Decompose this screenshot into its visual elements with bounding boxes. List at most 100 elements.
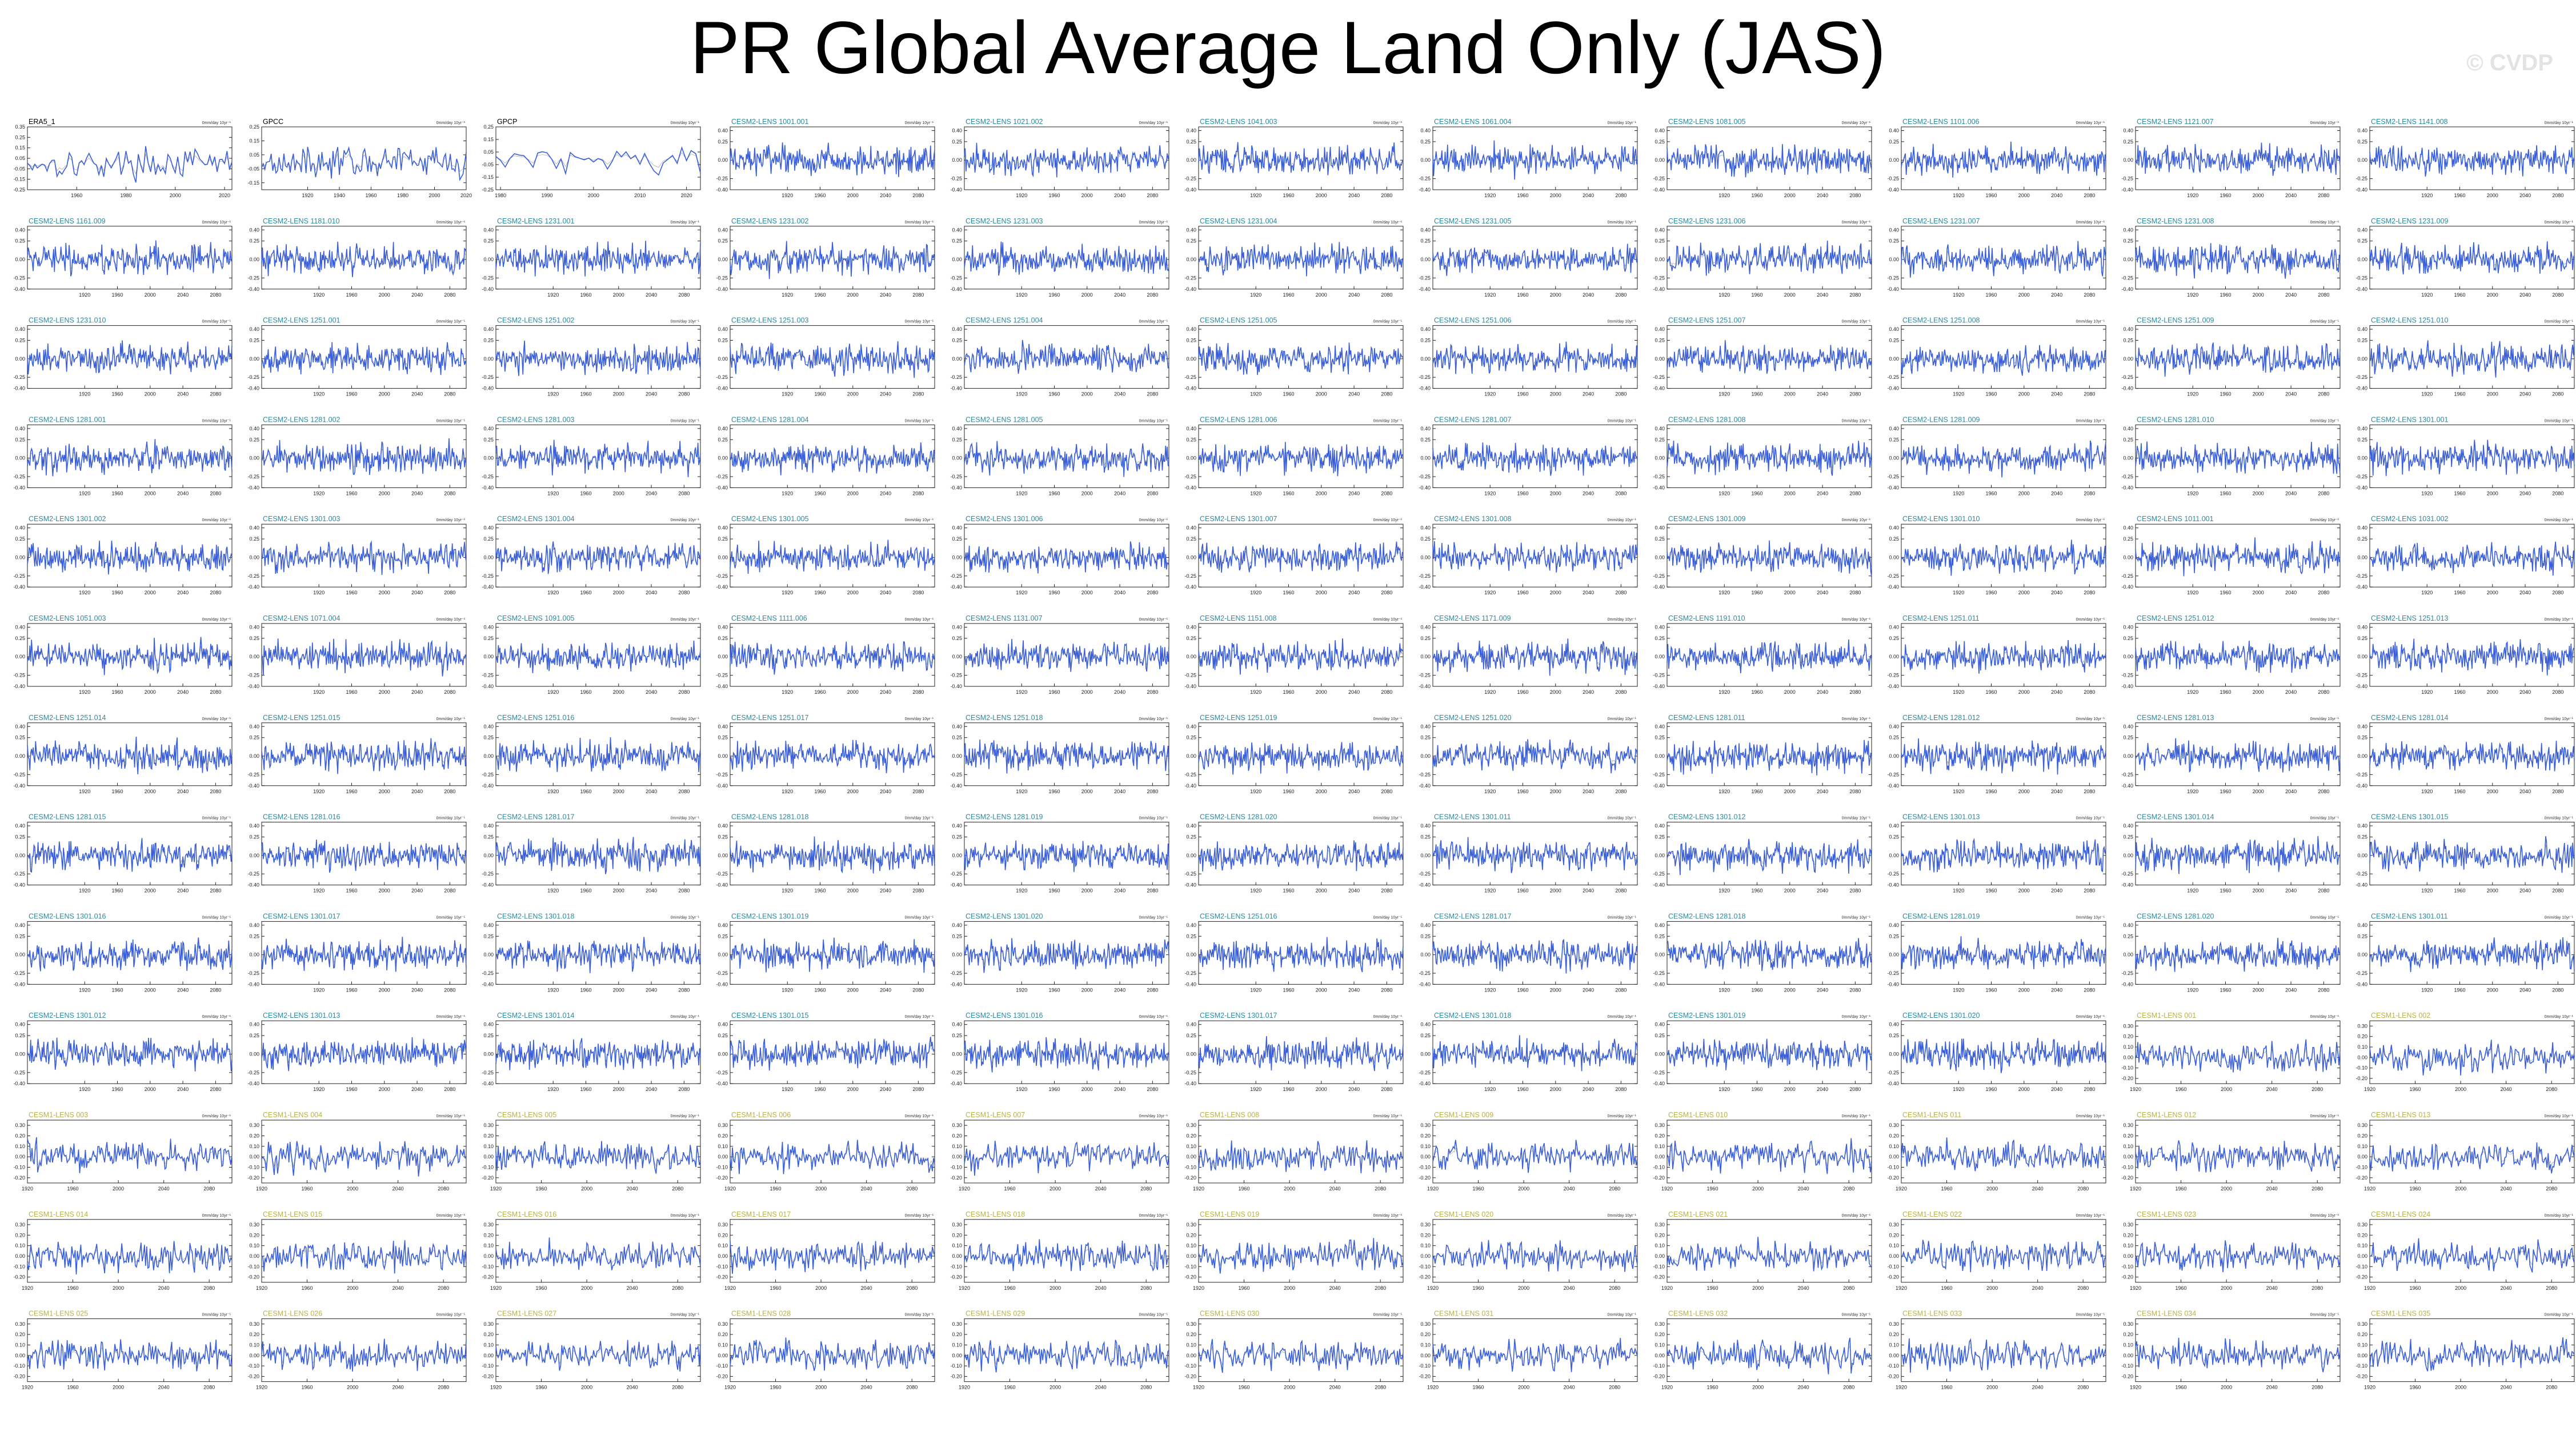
panel-126: CESM1-LENS 018 0mm/day 10yr⁻¹0.300.200.10… xyxy=(950,1210,1169,1291)
x-tick-label: 1940 xyxy=(334,193,345,198)
series-line xyxy=(27,540,233,575)
panel-title: CESM2-LENS 1101.006 xyxy=(1902,118,1980,126)
y-tick-label: 0.25 xyxy=(952,238,962,244)
x-tick-label: 2000 xyxy=(847,490,859,496)
y-tick-label: 0.40 xyxy=(952,724,962,729)
x-tick-label: 2000 xyxy=(1518,1186,1529,1192)
series-line xyxy=(964,142,1169,178)
x-tick-label: 2040 xyxy=(1114,490,1125,496)
y-tick-label: -0.25 xyxy=(2121,772,2133,777)
x-tick-label: 1960 xyxy=(2454,789,2466,794)
y-tick-label: 0.40 xyxy=(15,426,25,431)
x-tick-label: 1920 xyxy=(256,1186,267,1192)
y-tick-label: -0.40 xyxy=(950,386,962,391)
x-tick-label: 1920 xyxy=(1016,590,1027,595)
panel-88: CESM2-LENS 1301.015 0mm/day 10yr⁻¹0.400.2… xyxy=(2355,813,2575,894)
panel-frame xyxy=(1198,623,1404,687)
x-tick-label: 2000 xyxy=(1784,292,1796,298)
x-tick-label: 1920 xyxy=(256,1285,267,1291)
x-tick-label: 2040 xyxy=(2519,888,2531,894)
panel-title: CESM2-LENS 1151.008 xyxy=(1200,614,1277,622)
panel-units-label: 0mm/day 10yr⁻¹ xyxy=(905,320,934,324)
y-tick-label: 0.25 xyxy=(1889,536,1899,542)
x-tick-label: 1920 xyxy=(2364,1086,2375,1092)
panel-72: CESM2-LENS 1251.019 0mm/day 10yr⁻¹0.400.2… xyxy=(1184,714,1404,794)
x-tick-label: 2040 xyxy=(177,391,189,397)
x-tick-label: 2000 xyxy=(815,1285,827,1291)
x-tick-label: 2000 xyxy=(2253,193,2264,198)
panel-title: CESM2-LENS 1281.018 xyxy=(731,813,809,821)
x-tick-label: 2040 xyxy=(2519,689,2531,695)
x-tick-label: 1960 xyxy=(1986,888,1997,894)
panel-frame xyxy=(2369,921,2575,985)
x-tick-label: 2040 xyxy=(2051,490,2062,496)
y-tick-label: 0.00 xyxy=(1420,952,1431,958)
y-tick-label: 0.25 xyxy=(2357,437,2367,442)
x-tick-label: 2000 xyxy=(2253,789,2264,794)
y-tick-label: 0.40 xyxy=(2357,922,2367,928)
series-line xyxy=(964,639,1169,672)
y-tick-label: 0.40 xyxy=(952,922,962,928)
panel-frame xyxy=(1666,822,1872,886)
y-tick-label: 0.40 xyxy=(2357,823,2367,829)
x-tick-label: 2000 xyxy=(2253,987,2264,993)
x-tick-label: 2040 xyxy=(1114,888,1125,894)
series-line xyxy=(1432,739,1638,774)
x-tick-label: 1960 xyxy=(580,789,592,794)
panel-title: CESM2-LENS 1021.002 xyxy=(966,118,1043,126)
panel-units-label: 0mm/day 10yr⁻¹ xyxy=(671,1313,700,1317)
y-tick-label: 0.35 xyxy=(15,124,25,130)
x-tick-label: 1920 xyxy=(2421,292,2433,298)
panel-title: CESM2-LENS 1301.013 xyxy=(1902,813,1980,821)
x-tick-label: 1920 xyxy=(490,1285,502,1291)
x-tick-label: 2080 xyxy=(2552,689,2563,695)
x-tick-label: 2080 xyxy=(2318,193,2329,198)
panel-title: ERA5_1 xyxy=(29,118,55,126)
x-tick-label: 2080 xyxy=(203,1186,215,1192)
x-tick-label: 1920 xyxy=(2364,1285,2375,1291)
x-tick-label: 2000 xyxy=(613,292,624,298)
y-tick-label: 0.30 xyxy=(249,1222,259,1228)
panel-units-label: 0mm/day 10yr⁻¹ xyxy=(436,1313,466,1317)
panel-frame xyxy=(1198,722,1404,786)
panel-99: CESM2-LENS 1301.011 0mm/day 10yr⁻¹0.400.2… xyxy=(2355,912,2575,993)
x-tick-label: 2000 xyxy=(847,590,859,595)
y-tick-label: 0.00 xyxy=(952,1253,962,1259)
panel-units-label: 0mm/day 10yr⁻¹ xyxy=(436,518,466,522)
y-tick-label: 0.20 xyxy=(1186,1133,1196,1139)
y-tick-label: -0.25 xyxy=(13,673,25,678)
y-tick-label: 0.00 xyxy=(952,157,962,163)
x-tick-label: 2040 xyxy=(646,689,657,695)
y-tick-label: 0.25 xyxy=(2357,933,2367,939)
series-line xyxy=(495,937,701,973)
x-tick-label: 1960 xyxy=(346,292,358,298)
panel-units-label: 0mm/day 10yr⁻¹ xyxy=(671,916,700,920)
panel-111: CESM1-LENS 003 0mm/day 10yr⁻¹0.300.200.10… xyxy=(13,1111,233,1192)
y-tick-label: -0.15 xyxy=(13,177,25,182)
x-tick-label: 2040 xyxy=(1329,1385,1341,1390)
y-tick-label: 0.00 xyxy=(952,554,962,560)
x-tick-label: 1920 xyxy=(22,1285,33,1291)
x-tick-label: 1960 xyxy=(2454,590,2466,595)
y-tick-label: -0.10 xyxy=(1419,1363,1431,1369)
x-tick-label: 2080 xyxy=(1849,987,1861,993)
panel-frame xyxy=(964,126,1169,190)
panel-title: CESM2-LENS 1251.001 xyxy=(263,317,340,325)
y-tick-label: -0.25 xyxy=(1419,772,1431,777)
y-tick-label: -0.10 xyxy=(1887,1363,1899,1369)
y-tick-label: 0.30 xyxy=(1186,1122,1196,1128)
x-tick-label: 2040 xyxy=(177,292,189,298)
x-tick-label: 1920 xyxy=(1016,987,1027,993)
series-line xyxy=(261,1338,467,1372)
panel-frame xyxy=(1198,424,1404,488)
panel-25: CESM2-LENS 1251.002 0mm/day 10yr⁻¹0.400.2… xyxy=(482,317,701,397)
x-tick-label: 1960 xyxy=(2176,1285,2187,1291)
x-tick-label: 2040 xyxy=(880,193,891,198)
y-tick-label: -0.05 xyxy=(13,166,25,171)
x-tick-label: 1920 xyxy=(547,689,559,695)
y-tick-label: 0.40 xyxy=(2357,426,2367,431)
panel-89: CESM2-LENS 1301.016 0mm/day 10yr⁻¹0.400.2… xyxy=(13,912,233,993)
y-tick-label: -0.25 xyxy=(1419,573,1431,579)
x-tick-label: 2000 xyxy=(145,987,156,993)
series-line xyxy=(1901,639,2106,674)
